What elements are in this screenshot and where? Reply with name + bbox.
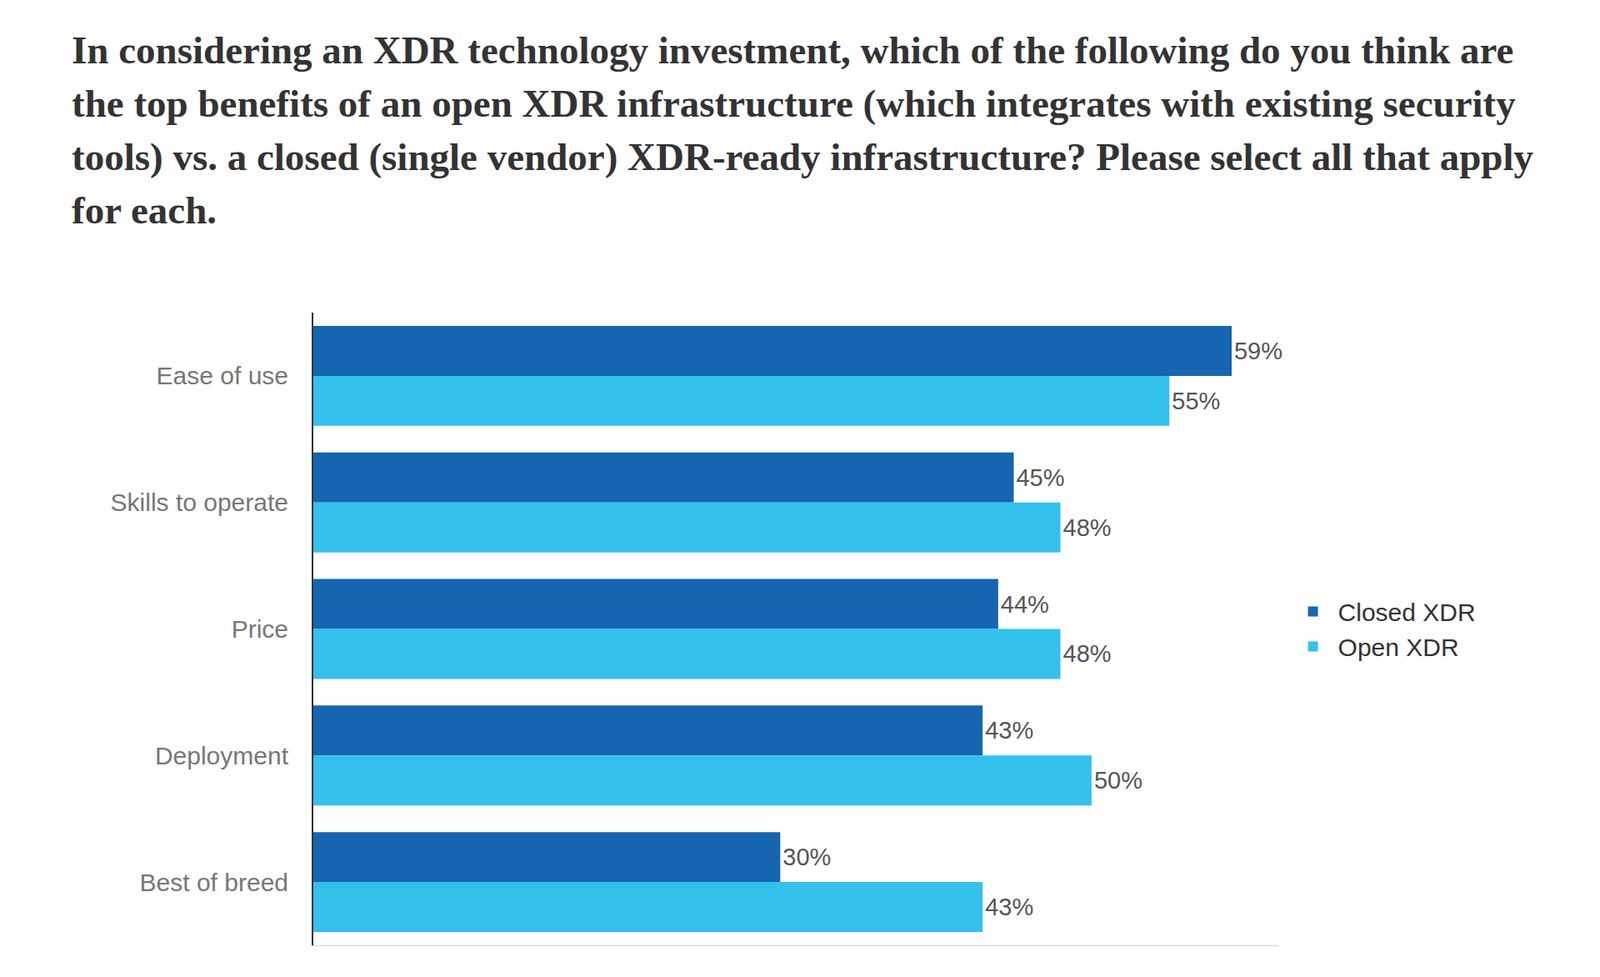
svg-text:44%: 44% bbox=[1000, 590, 1050, 618]
svg-text:45%: 45% bbox=[1015, 464, 1065, 491]
svg-text:30%: 30% bbox=[782, 843, 831, 870]
svg-text:Open XDR: Open XDR bbox=[1338, 633, 1460, 661]
svg-text:59%: 59% bbox=[1234, 337, 1283, 365]
svg-text:43%: 43% bbox=[985, 716, 1034, 744]
svg-text:43%: 43% bbox=[985, 893, 1034, 920]
svg-text:48%: 48% bbox=[1063, 514, 1112, 541]
svg-text:Best of breed: Best of breed bbox=[140, 868, 289, 896]
svg-text:Price: Price bbox=[231, 615, 289, 643]
html-text:In considering an XDR technolo: In considering an XDR technology investm… bbox=[71, 28, 1534, 232]
svg-text:Skills to operate: Skills to operate bbox=[110, 488, 289, 516]
svg-text:55%: 55% bbox=[1171, 387, 1220, 415]
svg-text:50%: 50% bbox=[1094, 766, 1143, 794]
svg-text:Ease of use: Ease of use bbox=[156, 361, 289, 390]
svg-text:Closed XDR: Closed XDR bbox=[1338, 598, 1476, 626]
svg-text:Deployment: Deployment bbox=[155, 741, 290, 770]
svg-text:48%: 48% bbox=[1063, 640, 1112, 667]
